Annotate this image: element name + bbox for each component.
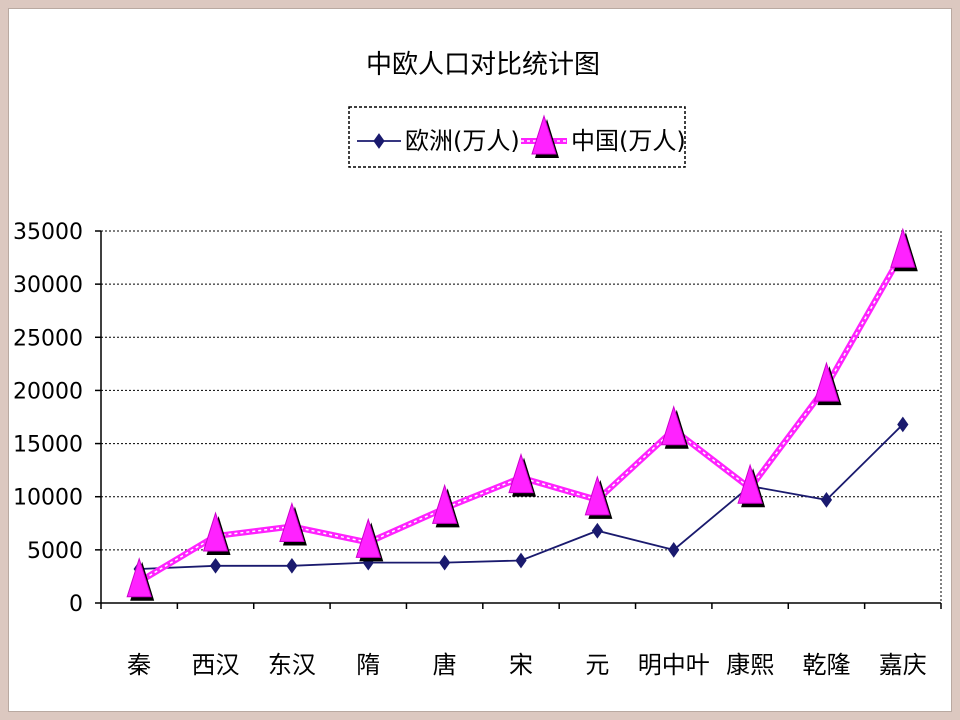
y-tick-label-0: 0 (69, 592, 83, 617)
x-category-label-6: 元 (585, 651, 609, 679)
series-1-point-8-shape (737, 463, 763, 504)
x-category-label-7: 明中叶 (638, 651, 710, 679)
legend-marker-europe (373, 133, 385, 149)
series-0-point-10 (897, 416, 909, 433)
x-category-label-8: 康熙 (726, 651, 774, 679)
y-tick-label-5: 25000 (13, 326, 83, 351)
x-axis-ticks: 秦 西汉 东汉 隋 唐 宋 元 明中叶 康熙 乾隆 嘉庆 (100, 603, 942, 679)
y-axis-ticks: 0 5000 10000 15000 20000 25000 30000 35000 (13, 220, 101, 617)
axes (100, 231, 941, 604)
series-0-point-5 (515, 552, 527, 569)
series-0-point-4 (439, 554, 451, 571)
chart-frame: 中欧人口对比统计图 欧洲(万人) 中国(万人) 0 5000 10000 15000 20… (8, 8, 952, 712)
y-tick-label-7: 35000 (13, 220, 83, 245)
x-category-label-9: 乾隆 (802, 651, 850, 679)
chart-svg: 中欧人口对比统计图 欧洲(万人) 中国(万人) 0 5000 10000 15000 20… (13, 50, 942, 679)
legend-label-china: 中国(万人) (571, 127, 686, 155)
legend-marker-china-shape (531, 114, 557, 155)
series-1-point-5-shape (508, 452, 534, 494)
grid (101, 230, 942, 603)
series-0-point-9 (820, 492, 833, 508)
series-1-line (137, 250, 906, 585)
series-1-point-10 (890, 227, 918, 272)
x-category-label-0: 秦 (127, 651, 151, 679)
series-1-point-6 (584, 475, 613, 519)
series-layer (126, 227, 918, 601)
legend-marker-china (531, 114, 559, 158)
series-1-point-7-shape (661, 405, 687, 446)
x-category-label-10: 嘉庆 (879, 651, 927, 679)
legend: 欧洲(万人) 中国(万人) (348, 106, 686, 168)
series-1-point-2-shape (279, 501, 305, 542)
x-category-label-4: 唐 (433, 651, 457, 679)
series-0-point-6 (591, 522, 603, 539)
series-1-point-7 (661, 405, 689, 449)
series-1-point-4-shape (431, 483, 458, 524)
series-1-point-9-shape (813, 361, 840, 402)
series-1-point-3 (355, 517, 384, 562)
chart-title: 中欧人口对比统计图 (366, 50, 600, 80)
series-1-point-4 (431, 483, 460, 528)
series-1-point-10-shape (890, 227, 916, 268)
series-1-point-3-shape (355, 517, 381, 558)
series-0-point-2 (286, 557, 298, 574)
series-0-point-7 (668, 541, 680, 558)
series-1-point-6-shape (584, 475, 611, 516)
series-1-point-1-shape (202, 511, 229, 552)
series-1-point-2 (279, 501, 307, 546)
series-1-point-0 (126, 557, 155, 601)
legend-label-europe: 欧洲(万人) (405, 127, 520, 155)
series-1-point-8 (737, 463, 766, 508)
series-1-point-9 (813, 361, 842, 406)
y-tick-label-1: 5000 (27, 539, 83, 564)
x-category-label-5: 宋 (509, 651, 533, 679)
legend-box (348, 106, 686, 168)
legend-item-europe: 欧洲(万人) (357, 127, 520, 155)
y-tick-label-6: 30000 (13, 273, 83, 298)
series-1-point-0-shape (126, 557, 152, 598)
series-1 (126, 227, 918, 601)
series-1-point-1 (202, 511, 231, 556)
legend-item-china: 中国(万人) (521, 114, 686, 158)
x-category-label-3: 隋 (356, 651, 380, 679)
x-category-label-1: 西汉 (192, 651, 240, 679)
x-category-label-2: 东汉 (268, 651, 316, 679)
y-tick-label-3: 15000 (13, 433, 83, 458)
series-0-point-1 (209, 557, 222, 574)
y-tick-label-4: 20000 (13, 379, 83, 404)
y-tick-label-2: 10000 (13, 486, 83, 511)
series-1-point-5 (508, 452, 536, 497)
